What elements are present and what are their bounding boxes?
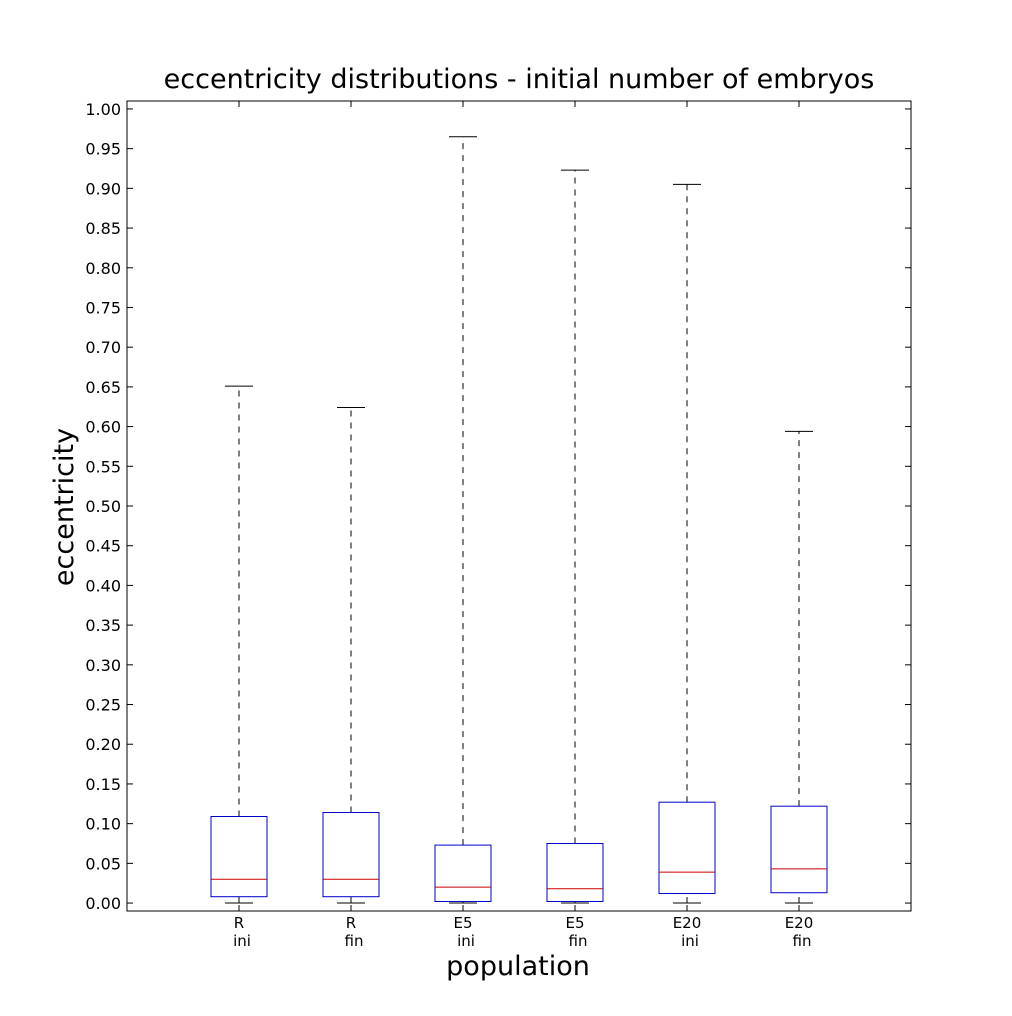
iqr-box <box>546 843 604 902</box>
x-tick-label-line1: R <box>234 914 244 932</box>
x-tick-label-line2: fin <box>793 932 812 950</box>
y-tick-label: 0.45 <box>85 537 121 556</box>
y-tick-label: 0.65 <box>85 378 121 397</box>
y-tick-label: 0.20 <box>85 735 121 754</box>
box-group <box>322 407 380 904</box>
y-tick-label: 0.50 <box>85 497 121 516</box>
x-tick-label-line1: R <box>346 914 356 932</box>
box-group <box>210 385 268 904</box>
iqr-box <box>658 801 716 895</box>
chart-title: eccentricity distributions - initial num… <box>164 64 875 95</box>
iqr-box <box>210 816 268 898</box>
y-tick-label: 0.30 <box>85 656 121 675</box>
y-tick-label: 0.25 <box>85 696 121 715</box>
plot-area <box>210 136 828 904</box>
x-tick-label-line2: fin <box>345 932 364 950</box>
box-group <box>546 169 604 904</box>
box-group <box>434 136 492 904</box>
x-tick-label-line1: E5 <box>565 914 584 932</box>
y-tick-label: 0.90 <box>85 179 121 198</box>
iqr-box <box>322 812 380 898</box>
x-tick-label-line1: E5 <box>453 914 472 932</box>
x-tick-label-line2: ini <box>457 932 475 950</box>
y-tick-label: 0.60 <box>85 418 121 437</box>
y-tick-label: 0.35 <box>85 616 121 635</box>
iqr-box <box>434 844 492 902</box>
y-tick-label: 0.55 <box>85 457 121 476</box>
y-tick-label: 0.00 <box>85 894 121 913</box>
plot-frame <box>126 100 912 912</box>
y-tick-label: 0.80 <box>85 259 121 278</box>
x-tick-label-line1: E20 <box>673 914 702 932</box>
x-tick-label-line2: ini <box>233 932 251 950</box>
box-group <box>770 430 828 904</box>
y-tick-label: 0.10 <box>85 815 121 834</box>
y-tick-label: 0.85 <box>85 219 121 238</box>
y-tick-label: 0.05 <box>85 854 121 873</box>
y-axis: 0.00 0.05 0.10 0.15 0.20 0.25 0.30 0.35 0.40 0.45… <box>85 100 911 913</box>
box-group <box>658 183 716 904</box>
x-tick-label-line1: E20 <box>785 914 814 932</box>
x-tick-label-line2: fin <box>569 932 588 950</box>
y-tick-label: 0.70 <box>85 338 121 357</box>
y-tick-label: 1.00 <box>85 100 121 119</box>
y-tick-label: 0.15 <box>85 775 121 794</box>
x-tick-label-line2: ini <box>681 932 699 950</box>
y-axis-label: eccentricity <box>49 428 80 586</box>
y-tick-label: 0.75 <box>85 298 121 317</box>
iqr-box <box>770 805 828 894</box>
y-tick-label: 0.95 <box>85 140 121 159</box>
y-tick-label: 0.40 <box>85 576 121 595</box>
x-axis-label: population <box>446 951 590 982</box>
